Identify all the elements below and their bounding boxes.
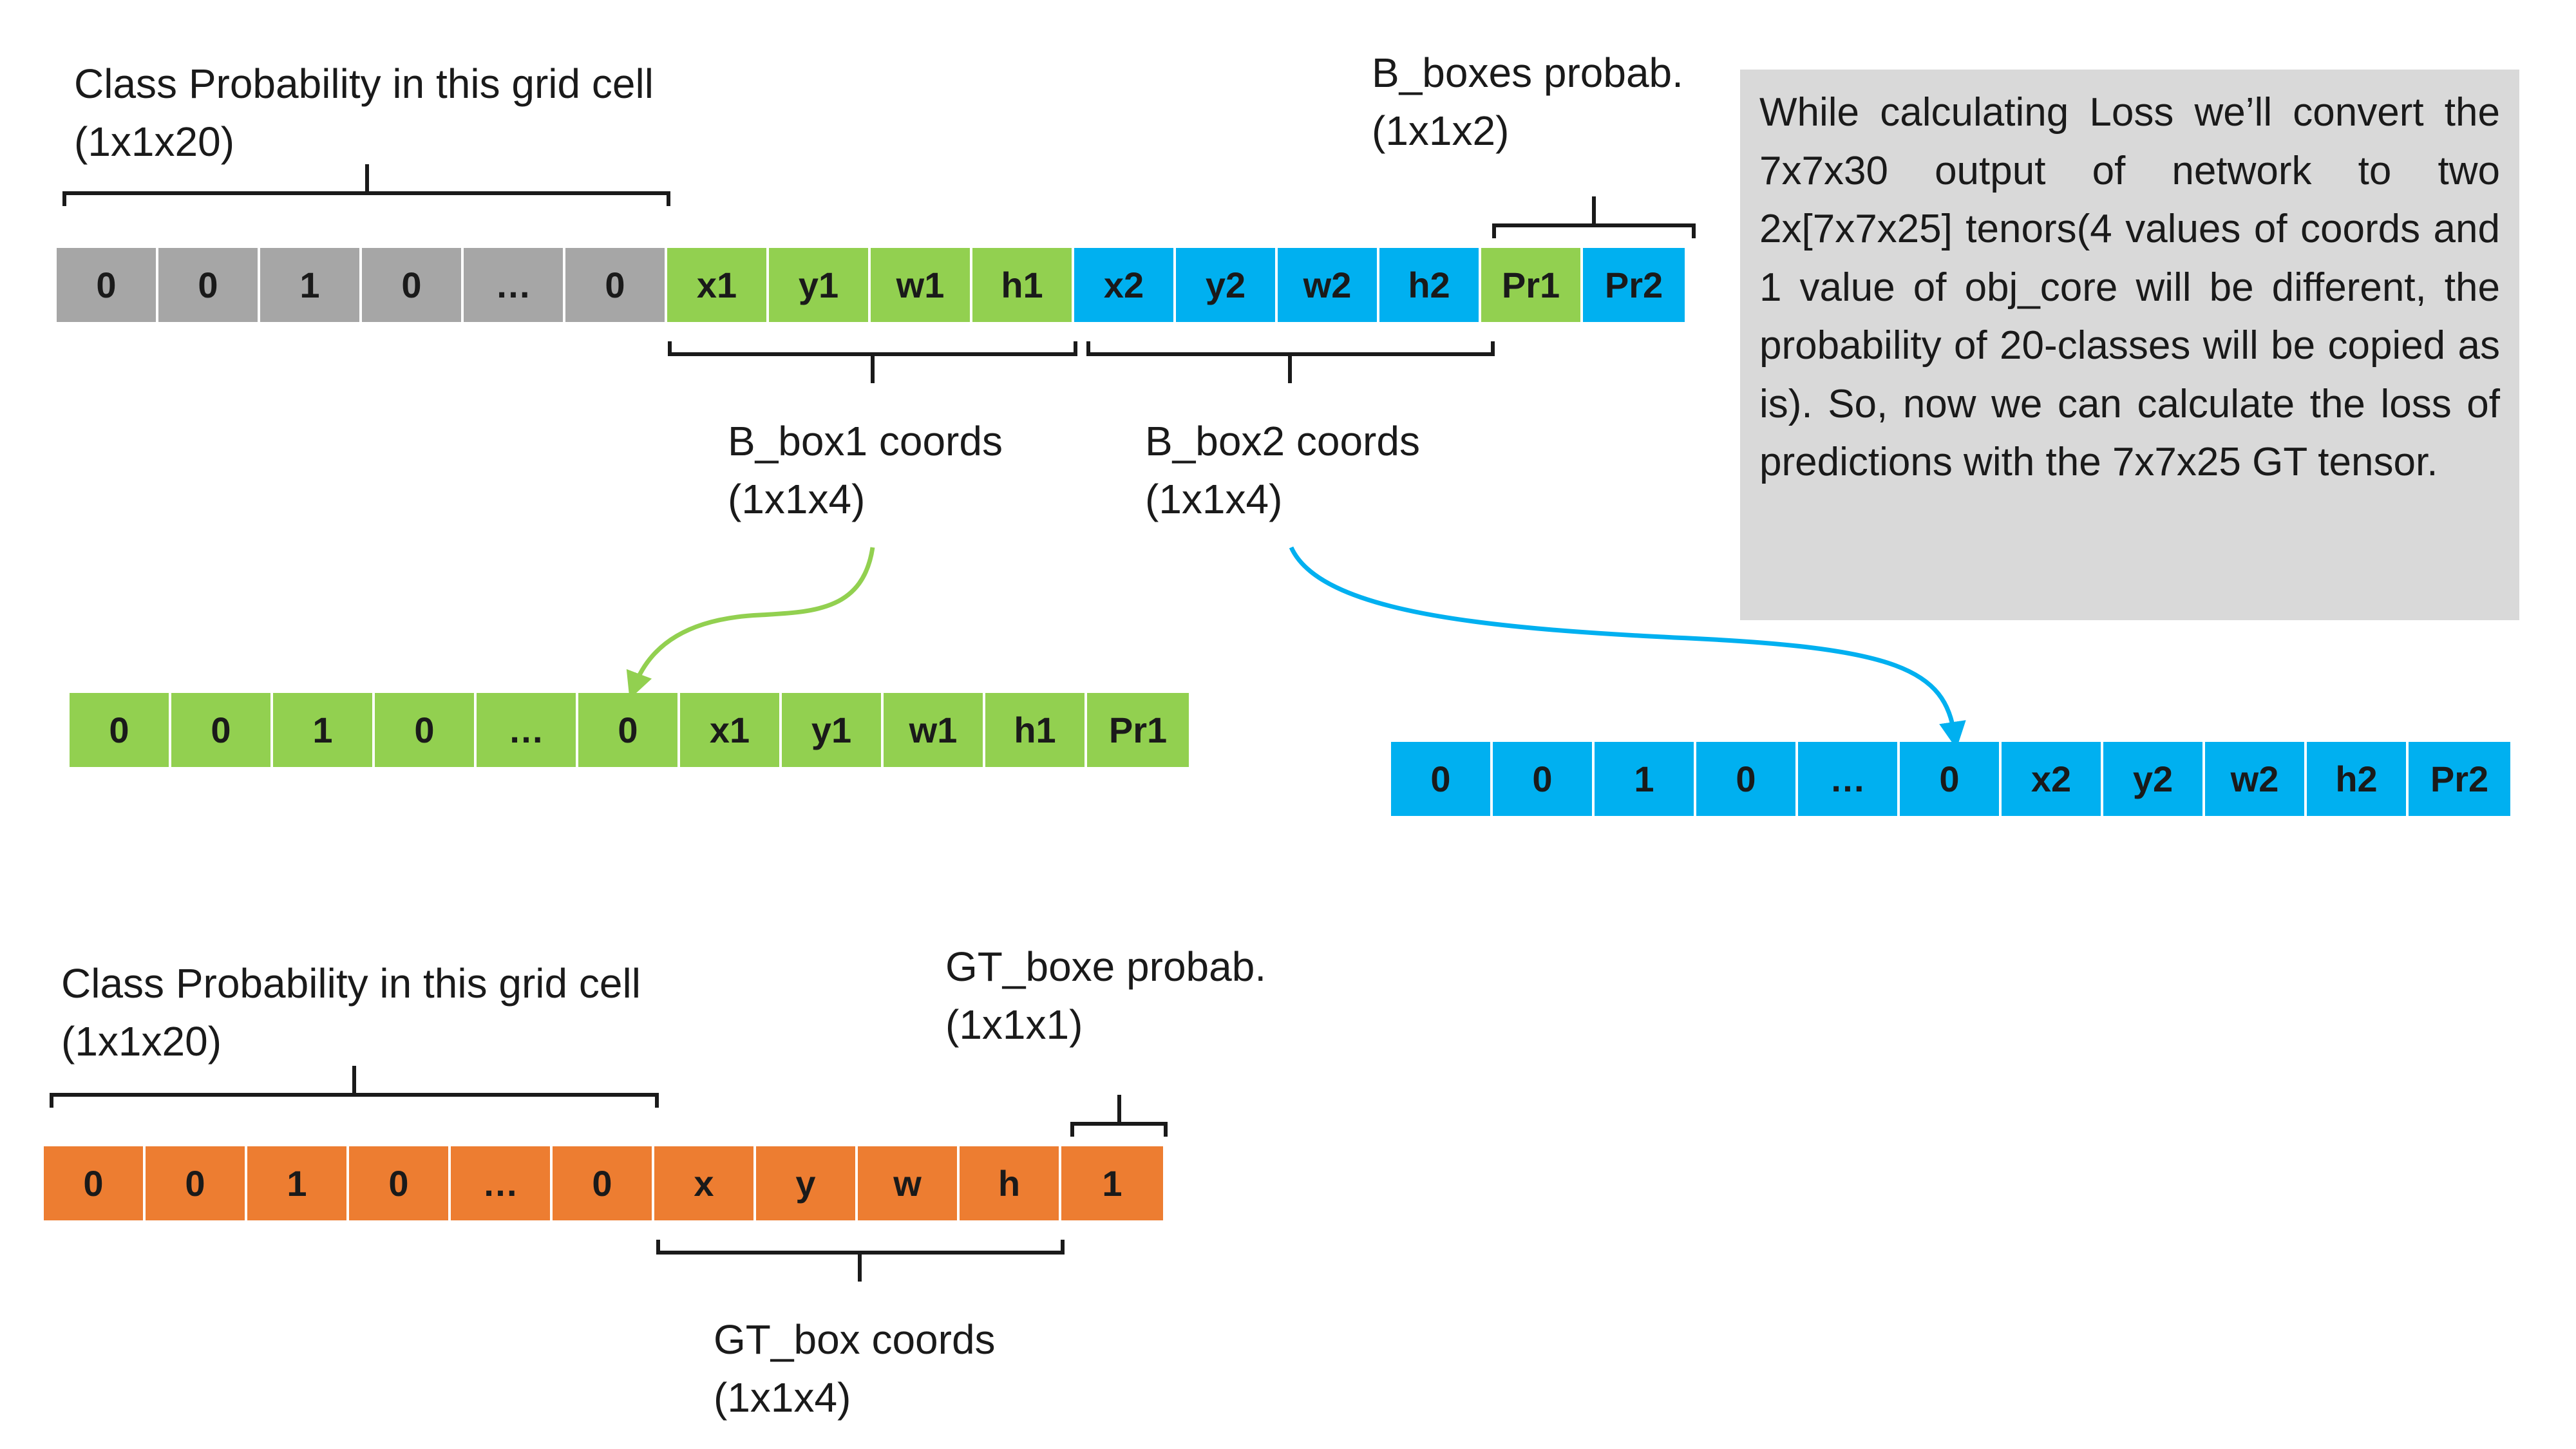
gt-cell: 0 bbox=[349, 1146, 451, 1220]
note-text: While calculating Loss we’ll convert the… bbox=[1759, 90, 2500, 484]
pred1-cell: w1 bbox=[884, 693, 985, 767]
brace-box2-coords bbox=[1086, 341, 1495, 383]
output-cell: w2 bbox=[1278, 248, 1379, 322]
pred2-cell: Pr2 bbox=[2409, 742, 2510, 816]
pred1-cell: 1 bbox=[273, 693, 375, 767]
gt-cell: 0 bbox=[44, 1146, 146, 1220]
output-cell: 0 bbox=[565, 248, 667, 322]
gt-boxe-prob-label: GT_boxe probab. (1x1x1) bbox=[945, 943, 1267, 1048]
box1-coords-label: B_box1 coords (1x1x4) bbox=[728, 418, 1003, 522]
arrow-green bbox=[626, 547, 875, 699]
pred1-cell: 0 bbox=[171, 693, 273, 767]
pred1-cell: … bbox=[477, 693, 578, 767]
output-cell: y1 bbox=[769, 248, 871, 322]
pred1-cell: 0 bbox=[578, 693, 680, 767]
gt-cell: 1 bbox=[1061, 1146, 1163, 1220]
class-prob-label-top: Class Probability in this grid cell (1x1… bbox=[74, 61, 654, 165]
brace-box1-coords bbox=[668, 341, 1077, 383]
pred1-cell: h1 bbox=[985, 693, 1087, 767]
pred1-cell: 0 bbox=[70, 693, 171, 767]
brace-gt-coords bbox=[656, 1240, 1065, 1282]
output-cell: 0 bbox=[57, 248, 158, 322]
gt-cell: w bbox=[858, 1146, 960, 1220]
pred1-cell: 0 bbox=[375, 693, 477, 767]
boxes-prob-label: B_boxes probab. (1x1x2) bbox=[1372, 50, 1683, 154]
brace-class-prob-gt bbox=[50, 1066, 659, 1108]
output-cell: 0 bbox=[158, 248, 260, 322]
prediction-box2-row: 0 0 1 0… 0 x2 y2 w2 h2 Pr2 bbox=[1391, 742, 2510, 816]
gt-coords-label: GT_box coords (1x1x4) bbox=[714, 1316, 996, 1421]
brace-boxes-prob bbox=[1492, 196, 1696, 238]
pred2-cell: x2 bbox=[2002, 742, 2103, 816]
pred2-cell: w2 bbox=[2205, 742, 2307, 816]
output-cell: w1 bbox=[871, 248, 972, 322]
gt-cell: y bbox=[756, 1146, 858, 1220]
pred1-cell: Pr1 bbox=[1087, 693, 1189, 767]
output-cell: … bbox=[464, 248, 565, 322]
pred2-cell: … bbox=[1798, 742, 1900, 816]
network-output-row: 0 0 1 0… 0 x1 y1 w1 h1 x2 y2 w2 h2 Pr1 Pr2 bbox=[57, 248, 1685, 322]
prediction-box1-row: 0 0 1 0… 0 x1 y1 w1 h1 Pr1 bbox=[70, 693, 1189, 767]
output-cell: 0 bbox=[362, 248, 464, 322]
gt-cell: 0 bbox=[553, 1146, 654, 1220]
pred1-cell: x1 bbox=[680, 693, 782, 767]
output-cell: h2 bbox=[1379, 248, 1481, 322]
ground-truth-row: 0 0 1 0… 0 x y w h 1 bbox=[44, 1146, 1163, 1220]
class-prob-label-gt: Class Probability in this grid cell (1x1… bbox=[61, 960, 641, 1065]
gt-cell: 0 bbox=[146, 1146, 247, 1220]
gt-cell: … bbox=[451, 1146, 553, 1220]
brace-gt-boxe-prob bbox=[1070, 1095, 1168, 1137]
pred2-cell: h2 bbox=[2307, 742, 2409, 816]
gt-cell: h bbox=[960, 1146, 1061, 1220]
pred2-cell: 0 bbox=[1696, 742, 1798, 816]
output-cell: Pr2 bbox=[1583, 248, 1685, 322]
pred2-cell: 0 bbox=[1900, 742, 2002, 816]
pred2-cell: 0 bbox=[1493, 742, 1595, 816]
gt-cell: 1 bbox=[247, 1146, 349, 1220]
output-cell: x2 bbox=[1074, 248, 1176, 322]
output-cell: h1 bbox=[972, 248, 1074, 322]
output-cell: x1 bbox=[667, 248, 769, 322]
pred2-cell: 1 bbox=[1595, 742, 1696, 816]
note-box: While calculating Loss we’ll convert the… bbox=[1740, 70, 2519, 620]
output-cell: 1 bbox=[260, 248, 362, 322]
pred1-cell: y1 bbox=[782, 693, 884, 767]
output-cell: y2 bbox=[1176, 248, 1278, 322]
pred2-cell: y2 bbox=[2103, 742, 2205, 816]
box2-coords-label: B_box2 coords (1x1x4) bbox=[1145, 418, 1420, 522]
output-cell: Pr1 bbox=[1481, 248, 1583, 322]
pred2-cell: 0 bbox=[1391, 742, 1493, 816]
gt-cell: x bbox=[654, 1146, 756, 1220]
